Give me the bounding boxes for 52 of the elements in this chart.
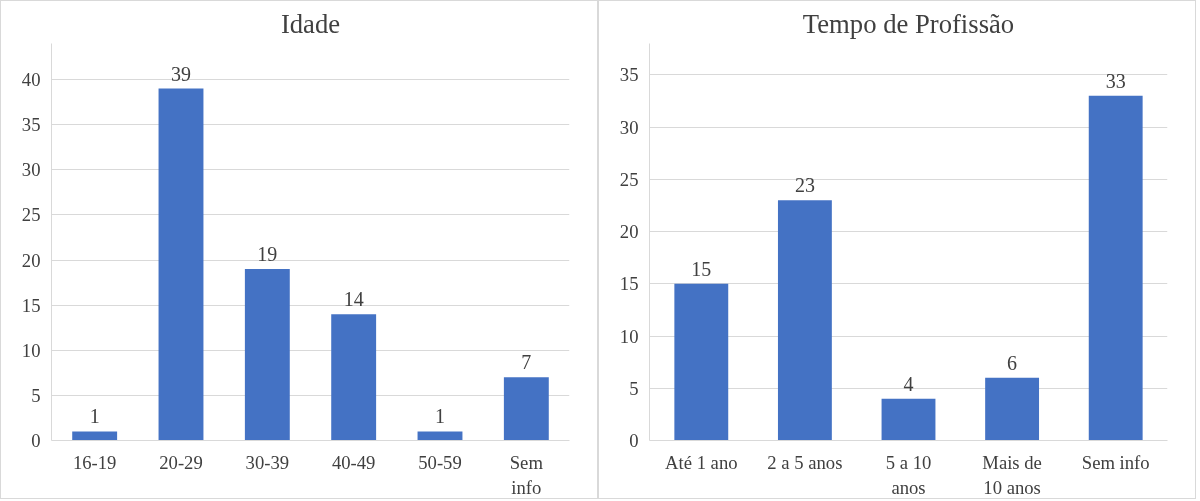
bar bbox=[674, 283, 729, 441]
x-tick-label: Mais de 10 anos bbox=[982, 451, 1042, 498]
y-tick-label: 30 bbox=[619, 116, 639, 138]
bar bbox=[158, 88, 204, 441]
x-tick-label: 2 a 5 anos bbox=[767, 451, 843, 473]
y-tick-label: 5 bbox=[31, 384, 41, 406]
x-tick-label: Até 1 ano bbox=[665, 451, 738, 473]
bar bbox=[881, 398, 936, 441]
y-tick-label: 25 bbox=[21, 204, 41, 226]
data-label: 4 bbox=[903, 372, 914, 395]
bar bbox=[503, 377, 549, 441]
data-label: 33 bbox=[1105, 69, 1126, 92]
bar bbox=[331, 314, 377, 441]
y-tick-label: 40 bbox=[21, 69, 41, 91]
y-tick-label: 15 bbox=[21, 294, 41, 316]
x-tick-label: Sem info bbox=[1081, 451, 1150, 473]
x-tick-label: 16-19 bbox=[72, 451, 117, 473]
x-tick-label: Sem info bbox=[509, 451, 544, 498]
y-tick-label: 0 bbox=[31, 430, 41, 451]
x-tick-label: 40-49 bbox=[331, 451, 376, 473]
bar bbox=[1088, 95, 1143, 441]
y-tick-label: 35 bbox=[619, 64, 639, 86]
y-tick-label: 20 bbox=[619, 221, 639, 243]
y-tick-label: 35 bbox=[21, 114, 41, 136]
data-label: 23 bbox=[794, 174, 815, 197]
data-label: 15 bbox=[691, 257, 712, 280]
data-label: 39 bbox=[171, 62, 191, 85]
y-tick-label: 15 bbox=[619, 273, 639, 295]
data-label: 1 bbox=[89, 405, 100, 428]
y-tick-label: 0 bbox=[629, 430, 639, 451]
x-tick-label: 5 a 10 anos bbox=[885, 451, 932, 498]
bar bbox=[417, 431, 463, 441]
bar bbox=[72, 431, 118, 441]
x-tick-label: 20-29 bbox=[159, 451, 203, 473]
data-label: 1 bbox=[435, 405, 445, 428]
data-label: 19 bbox=[257, 243, 278, 266]
chart-title: Idade bbox=[280, 8, 341, 39]
data-label: 6 bbox=[1007, 351, 1018, 374]
bar bbox=[985, 377, 1040, 441]
y-tick-label: 5 bbox=[629, 377, 639, 399]
data-label: 7 bbox=[521, 351, 532, 374]
bar bbox=[244, 269, 290, 441]
y-tick-label: 20 bbox=[21, 249, 41, 271]
y-tick-label: 10 bbox=[619, 325, 639, 347]
x-tick-label: 30-39 bbox=[245, 451, 290, 473]
x-tick-label: 50-59 bbox=[418, 451, 462, 473]
y-tick-label: 25 bbox=[619, 168, 639, 190]
y-tick-label: 10 bbox=[21, 339, 41, 361]
data-label: 14 bbox=[343, 288, 364, 311]
chart-title: Tempo de Profissão bbox=[802, 8, 1015, 39]
bar bbox=[777, 200, 832, 441]
y-tick-label: 30 bbox=[21, 159, 41, 181]
